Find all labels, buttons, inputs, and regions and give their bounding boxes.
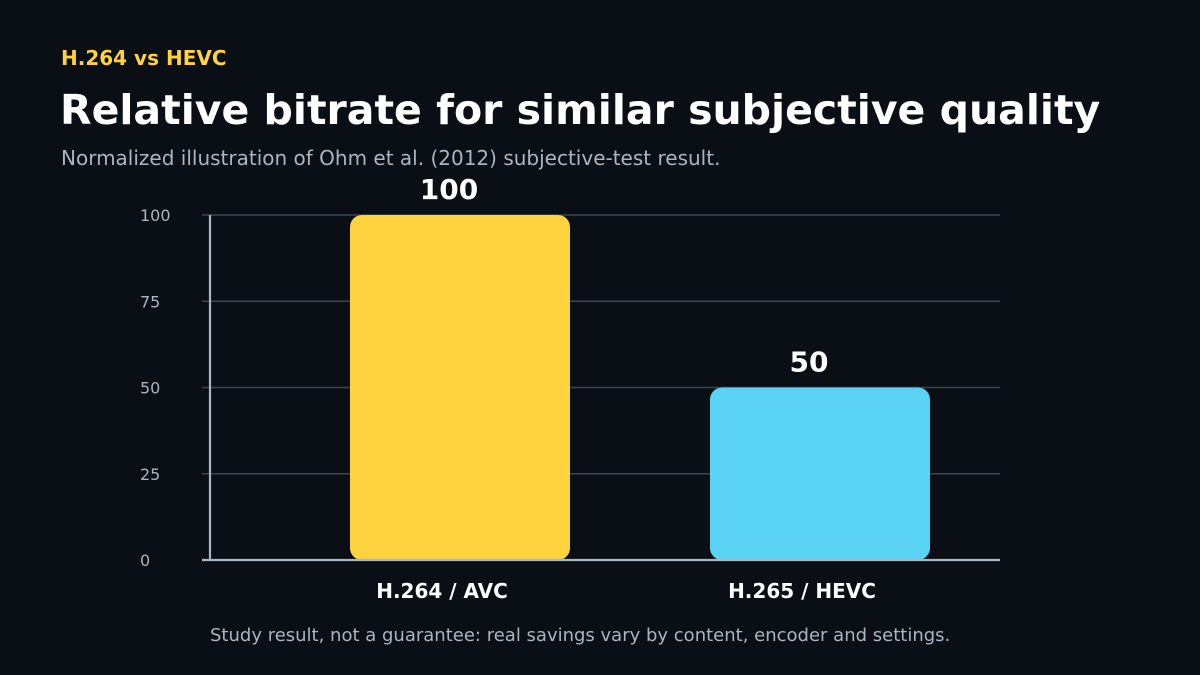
value-label: 100 [420,173,478,206]
y-tick-label: 75 [140,292,160,311]
bar-1 [350,215,570,560]
y-tick-label: 0 [140,551,150,570]
chart-title: Relative bitrate for similar subjective … [60,86,1101,134]
y-tick-labels: 0 25 50 75 100 [140,206,171,570]
x-tick-label: H.264 / AVC [376,579,508,603]
y-tick-label: 25 [140,465,160,484]
chart-subtitle: Normalized illustration of Ohm et al. (2… [61,146,721,170]
y-tick-label: 50 [140,379,160,398]
axes [202,215,1000,562]
footnote: Study result, not a guarantee: real savi… [210,625,951,646]
x-tick-label: H.265 / HEVC [728,579,876,603]
value-labels: 100 50 [420,173,829,379]
bar-2 [710,387,930,560]
chart-eyebrow: H.264 vs HEVC [61,46,227,70]
value-label: 50 [790,346,829,379]
y-tick-label: 100 [140,206,171,225]
bars [350,215,930,560]
x-tick-labels: H.264 / AVC H.265 / HEVC [376,579,876,603]
